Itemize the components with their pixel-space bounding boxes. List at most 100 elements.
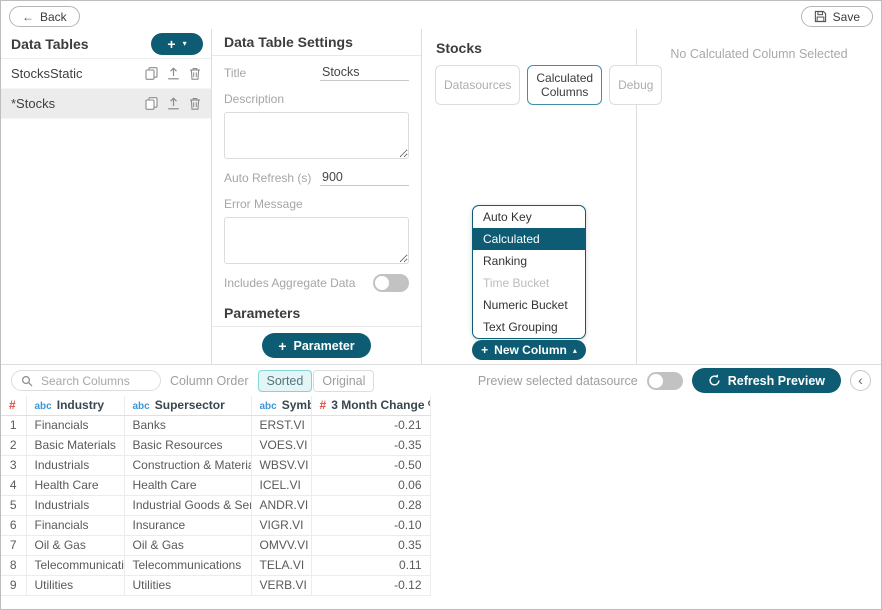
row-number-cell: 4	[1, 475, 27, 496]
column-header-label: Industry	[56, 398, 105, 413]
search-icon	[21, 375, 33, 387]
menu-item-auto-key[interactable]: Auto Key	[483, 210, 532, 224]
preview-datasource-label: Preview selected datasource	[477, 373, 638, 388]
column-header-change[interactable]: #3 Month Change %	[311, 396, 431, 416]
add-data-table-button[interactable]: + ▾	[151, 32, 203, 55]
supersector-cell: Basic Resources	[124, 435, 252, 456]
data-table-item-stocksstatic[interactable]: StocksStatic	[1, 59, 211, 89]
collapse-preview-button[interactable]: ‹	[850, 370, 871, 391]
error-message-textarea[interactable]	[224, 217, 409, 264]
industry-cell: Health Care	[26, 475, 125, 496]
duplicate-icon[interactable]	[145, 67, 158, 80]
menu-item-numeric-bucket[interactable]: Numeric Bucket	[483, 298, 568, 312]
symbol-cell: ICEL.VI	[251, 475, 312, 496]
data-table-item-stocks[interactable]: *Stocks	[1, 89, 211, 119]
calculated-column-detail-panel: No Calculated Column Selected	[636, 29, 881, 364]
symbol-cell: WBSV.VI	[251, 455, 312, 476]
auto-refresh-input[interactable]	[320, 169, 409, 186]
table-row: 8 Telecommunications Telecommunications …	[1, 555, 431, 576]
upload-icon[interactable]	[167, 67, 180, 80]
refresh-icon	[708, 374, 721, 387]
column-header-label: 3 Month Change %	[331, 398, 430, 413]
tab-datasources[interactable]: Datasources	[435, 65, 521, 105]
upload-icon[interactable]	[167, 97, 180, 110]
toggle-knob	[375, 276, 389, 290]
text-type-icon: abc	[132, 401, 150, 413]
data-table-settings-panel: Data Table Settings Title Description Au…	[211, 29, 421, 364]
symbol-cell: VOES.VI	[251, 435, 312, 456]
column-order-sorted-button[interactable]: Sorted	[257, 369, 313, 392]
settings-fields: Title Description Auto Refresh (s) Error…	[212, 56, 421, 300]
tab-debug[interactable]: Debug	[609, 65, 663, 105]
data-tables-header: Data Tables + ▾	[1, 29, 211, 59]
menu-item-calculated[interactable]: Calculated	[473, 228, 585, 250]
title-field-label: Title	[224, 65, 247, 80]
refresh-preview-button[interactable]: Refresh Preview	[691, 368, 841, 393]
stocks-panel: Stocks Datasources Calculated Columns De…	[421, 29, 663, 364]
includes-aggregate-label: Includes Aggregate Data	[224, 276, 356, 290]
industry-cell: Financials	[26, 415, 125, 436]
symbol-cell: TELA.VI	[251, 555, 312, 576]
duplicate-icon[interactable]	[145, 97, 158, 110]
symbol-cell: VERB.VI	[251, 575, 312, 596]
column-header-symbol[interactable]: abc Symbol	[251, 396, 312, 416]
save-icon	[814, 10, 827, 23]
search-columns-field[interactable]	[11, 370, 161, 391]
column-header-industry[interactable]: abc Industry	[26, 396, 125, 416]
change-cell: -0.50	[311, 455, 431, 476]
chevron-up-icon: ▴	[572, 345, 577, 355]
data-table-item-actions	[145, 67, 201, 80]
back-button[interactable]: ← Back	[9, 6, 80, 27]
symbol-cell: ANDR.VI	[251, 495, 312, 516]
supersector-cell: Banks	[124, 415, 252, 436]
description-textarea[interactable]	[224, 112, 409, 159]
industry-cell: Industrials	[26, 495, 125, 516]
industry-cell: Industrials	[26, 455, 125, 476]
supersector-cell: Utilities	[124, 575, 252, 596]
tab-calculated-columns[interactable]: Calculated Columns	[527, 65, 603, 105]
table-row: 1 Financials Banks ERST.VI -0.21	[1, 415, 431, 436]
row-number-cell: 8	[1, 555, 27, 576]
column-header-supersector[interactable]: abc Supersector	[124, 396, 252, 416]
delete-icon[interactable]	[189, 97, 201, 110]
auto-refresh-field-label: Auto Refresh (s)	[224, 170, 312, 185]
save-button[interactable]: Save	[800, 6, 873, 27]
column-order-segmented: Sorted Original	[257, 369, 375, 392]
column-order-original-button[interactable]: Original	[313, 369, 375, 392]
supersector-cell: Industrial Goods & Services	[124, 495, 252, 516]
stocks-panel-title: Stocks	[436, 40, 482, 56]
industry-cell: Oil & Gas	[26, 535, 125, 556]
supersector-cell: Insurance	[124, 515, 252, 536]
menu-item-text-grouping[interactable]: Text Grouping	[483, 320, 558, 334]
supersector-cell: Telecommunications	[124, 555, 252, 576]
preview-header-row: # abc Industry abc Supersector abc Symbol #…	[1, 396, 431, 416]
supersector-cell: Oil & Gas	[124, 535, 252, 556]
delete-icon[interactable]	[189, 67, 201, 80]
preview-table-area: # abc Industry abc Supersector abc Symbol #…	[1, 396, 881, 609]
table-row: 5 Industrials Industrial Goods & Service…	[1, 495, 431, 516]
menu-item-ranking[interactable]: Ranking	[483, 254, 528, 268]
title-input[interactable]	[320, 64, 409, 81]
data-table-item-label: StocksStatic	[11, 66, 83, 81]
row-number-column-header[interactable]: #	[1, 396, 27, 416]
back-button-label: Back	[40, 9, 67, 24]
change-cell: 0.35	[311, 535, 431, 556]
change-cell: -0.12	[311, 575, 431, 596]
add-parameter-button[interactable]: + Parameter	[262, 333, 371, 358]
supersector-cell: Health Care	[124, 475, 252, 496]
data-tables-panel: Data Tables + ▾ StocksStatic *Stocks	[1, 29, 211, 364]
change-cell: 0.11	[311, 555, 431, 576]
top-toolbar: ← Back Save	[1, 1, 881, 29]
column-order-label: Column Order	[170, 373, 249, 388]
includes-aggregate-toggle[interactable]	[373, 274, 409, 292]
preview-toolbar: Column Order Sorted Original Preview sel…	[1, 364, 881, 396]
table-row: 2 Basic Materials Basic Resources VOES.V…	[1, 435, 431, 456]
preview-datasource-toggle[interactable]	[646, 371, 683, 390]
row-number-cell: 3	[1, 455, 27, 476]
supersector-cell: Construction & Materials	[124, 455, 252, 476]
table-row: 9 Utilities Utilities VERB.VI -0.12	[1, 575, 431, 596]
new-column-button[interactable]: + New Column ▴	[472, 340, 586, 360]
industry-cell: Telecommunications	[26, 555, 125, 576]
search-columns-input[interactable]	[39, 372, 151, 389]
